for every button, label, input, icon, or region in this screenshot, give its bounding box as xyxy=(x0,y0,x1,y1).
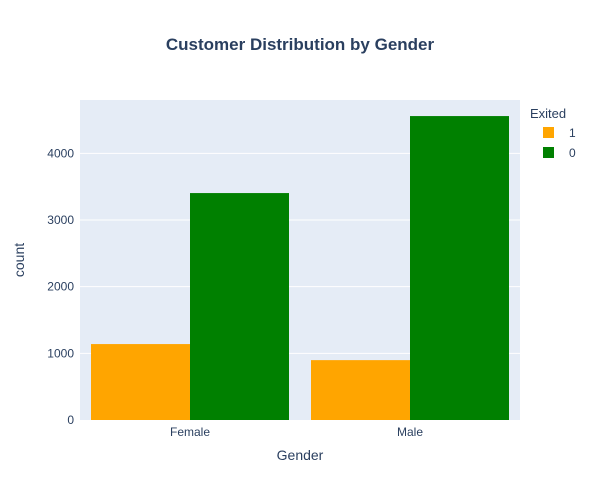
y-tick-label: 4000 xyxy=(47,146,74,160)
legend: Exited 10 xyxy=(530,106,576,160)
y-tick-label: 3000 xyxy=(47,213,74,227)
bars xyxy=(91,116,509,421)
bar-female-exited-0 xyxy=(190,193,289,420)
x-axis-title: Gender xyxy=(277,447,324,463)
legend-items: 10 xyxy=(543,126,576,160)
legend-title: Exited xyxy=(530,106,566,121)
legend-swatch xyxy=(543,127,554,138)
legend-swatch xyxy=(543,147,554,158)
y-tick-label: 0 xyxy=(67,413,74,427)
bar-male-exited-0 xyxy=(410,116,509,421)
legend-label: 0 xyxy=(569,146,576,160)
y-axis-title: count xyxy=(11,243,27,277)
x-axis-ticks: Female Male xyxy=(170,425,423,439)
y-tick-label: 1000 xyxy=(47,346,74,360)
legend-label: 1 xyxy=(569,126,576,140)
y-axis-ticks: 0 1000 2000 3000 4000 xyxy=(47,146,74,427)
chart-title: Customer Distribution by Gender xyxy=(166,35,435,54)
y-tick-label: 2000 xyxy=(47,280,74,294)
x-tick-label: Male xyxy=(397,425,423,439)
bar-female-exited-1 xyxy=(91,344,190,420)
bar-male-exited-1 xyxy=(311,360,410,420)
x-tick-label: Female xyxy=(170,425,210,439)
